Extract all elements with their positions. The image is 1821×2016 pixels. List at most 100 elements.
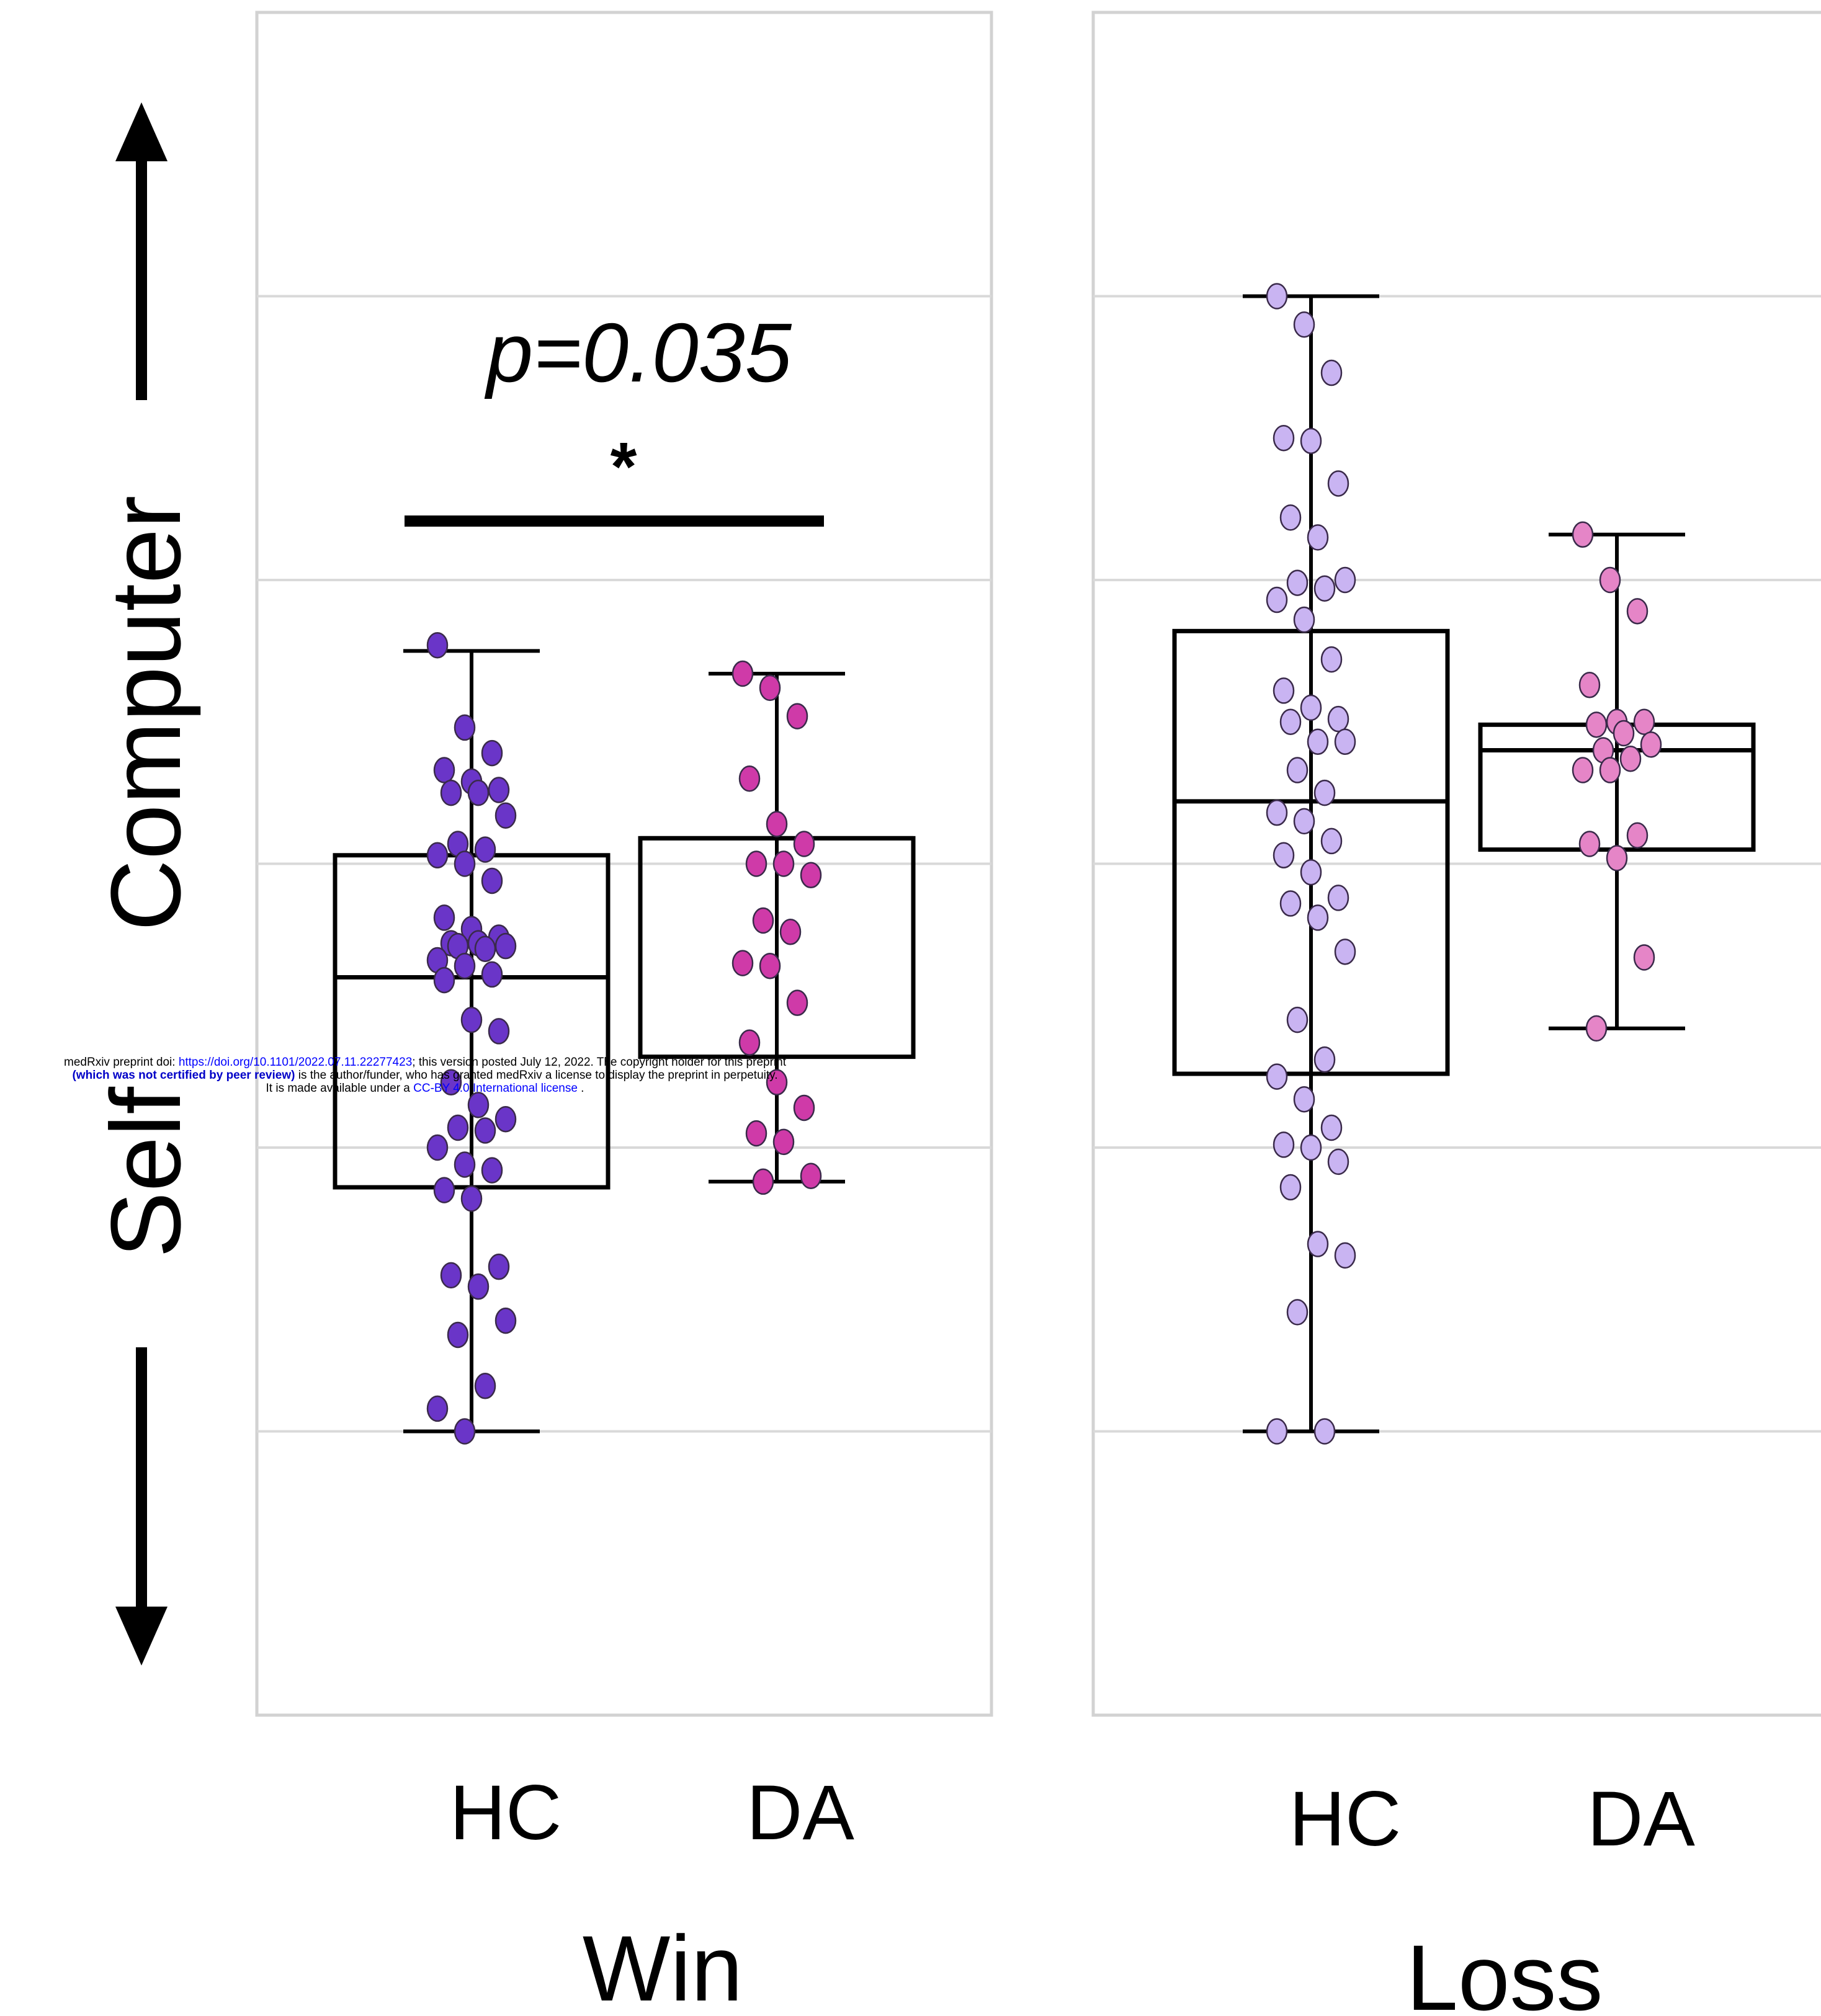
win-hc-point	[474, 1373, 496, 1399]
peer-review-note: (which was not certified by peer review)	[72, 1069, 295, 1082]
loss-da-point	[1633, 708, 1655, 735]
win-hc-point	[454, 952, 476, 979]
win-hc-point	[467, 1092, 490, 1118]
win-hc-point	[454, 850, 476, 877]
loss-hc-point	[1293, 311, 1315, 338]
win-da-point	[772, 1128, 795, 1156]
win-hc-point	[460, 1006, 483, 1033]
win-da-point	[759, 952, 781, 979]
win-hc-point	[426, 1395, 449, 1422]
win-hc-point	[433, 1177, 455, 1203]
loss-hc-point	[1286, 569, 1309, 596]
loss-hc-point	[1266, 799, 1288, 826]
win-hc-point	[481, 867, 503, 894]
loss-hc-point	[1286, 1299, 1309, 1326]
win-hc-point	[460, 1185, 483, 1212]
loss-hc-point	[1307, 728, 1329, 756]
loss-da-point	[1585, 1015, 1608, 1042]
loss-hc-point	[1327, 1148, 1349, 1175]
notice-text: It is made available under a	[266, 1082, 414, 1095]
loss-hc-point	[1320, 646, 1343, 673]
win-hc-point	[488, 777, 510, 803]
loss-da-point	[1619, 745, 1642, 772]
loss-hc-point	[1320, 827, 1343, 855]
win-hc-point	[433, 904, 455, 931]
y-label-self: Self	[90, 1087, 201, 1258]
loss-da-point	[1626, 822, 1649, 849]
loss-da-point	[1578, 672, 1601, 698]
win-hc-point	[494, 802, 517, 829]
doi-link[interactable]: https://doi.org/10.1101/2022.07.11.22277…	[178, 1056, 413, 1069]
notice-text: ; this version posted July 12, 2022. The…	[412, 1056, 786, 1069]
win-hc-point	[454, 1151, 476, 1178]
loss-hc-point	[1266, 283, 1288, 310]
loss-hc-point	[1266, 586, 1288, 613]
loss-hc-point	[1279, 1174, 1302, 1201]
preprint-notice: medRxiv preprint doi: https://doi.org/10…	[12, 1056, 838, 1095]
win-hc-point	[474, 1117, 496, 1144]
win-hc-point	[426, 842, 449, 869]
loss-panel	[1091, 11, 1821, 1717]
loss-hc-point	[1334, 566, 1356, 594]
loss-hc-point	[1300, 1134, 1322, 1161]
win-da-point	[766, 1069, 788, 1096]
loss-hc-point	[1300, 859, 1322, 886]
win-da-point	[786, 703, 808, 729]
win-da-point	[800, 862, 822, 889]
win-panel	[255, 11, 993, 1717]
loss-da-point	[1606, 845, 1628, 872]
win-panel-title: Win	[583, 1916, 743, 2016]
win-significance-star: *	[611, 429, 637, 505]
win-hc-point	[474, 836, 496, 863]
loss-da-point	[1599, 566, 1621, 594]
win-da-point	[800, 1162, 822, 1189]
loss-hc-point	[1293, 808, 1315, 835]
loss-hc-point	[1327, 470, 1349, 497]
win-da-point	[793, 831, 815, 857]
loss-hc-point	[1334, 1242, 1356, 1269]
win-da-point	[745, 1120, 767, 1147]
loss-da-point	[1578, 831, 1601, 857]
notice-line-2: (which was not certified by peer review)…	[12, 1069, 838, 1082]
win-da-point	[759, 674, 781, 702]
loss-hc-point	[1273, 1131, 1295, 1158]
win-hc-point	[488, 1253, 510, 1280]
y-label-computer: Computer	[90, 496, 201, 932]
win-da-point	[786, 989, 808, 1016]
loss-hc-point	[1327, 705, 1349, 733]
win-da-point	[772, 850, 795, 877]
notice-text: is the author/funder, who has granted me…	[295, 1069, 778, 1082]
loss-hc-point	[1313, 1046, 1336, 1073]
loss-hc-point	[1307, 904, 1329, 931]
loss-hc-point	[1273, 842, 1295, 869]
win-da-point	[732, 950, 754, 976]
loss-panel-title: Loss	[1407, 1925, 1603, 2016]
loss-tick-hc: HC	[1289, 1776, 1402, 1862]
win-hc-point	[481, 961, 503, 988]
win-da-point	[738, 765, 761, 792]
panels-layer	[255, 11, 1821, 1717]
win-hc-point	[454, 1418, 476, 1445]
loss-da-point	[1626, 598, 1649, 625]
loss-hc-point	[1313, 575, 1336, 602]
loss-da-point	[1572, 757, 1594, 783]
loss-hc-point	[1266, 1063, 1288, 1090]
loss-da-point	[1640, 731, 1662, 758]
loss-hc-point	[1279, 708, 1302, 735]
loss-hc-point	[1293, 606, 1315, 633]
loss-hc-point	[1334, 939, 1356, 965]
win-da-point	[738, 1029, 761, 1056]
loss-hc-point	[1300, 694, 1322, 721]
win-da-point	[732, 660, 754, 687]
win-hc-point	[494, 1106, 517, 1133]
win-hc-point	[467, 779, 490, 806]
win-hc-point	[454, 714, 476, 741]
loss-hc-point	[1334, 728, 1356, 756]
loss-hc-point	[1279, 504, 1302, 531]
loss-hc-point	[1286, 1006, 1309, 1033]
license-link[interactable]: CC-BY 4.0 International license	[413, 1082, 578, 1095]
win-hc-point	[494, 932, 517, 960]
up-arrow-icon	[115, 102, 168, 161]
loss-hc-point	[1313, 779, 1336, 806]
